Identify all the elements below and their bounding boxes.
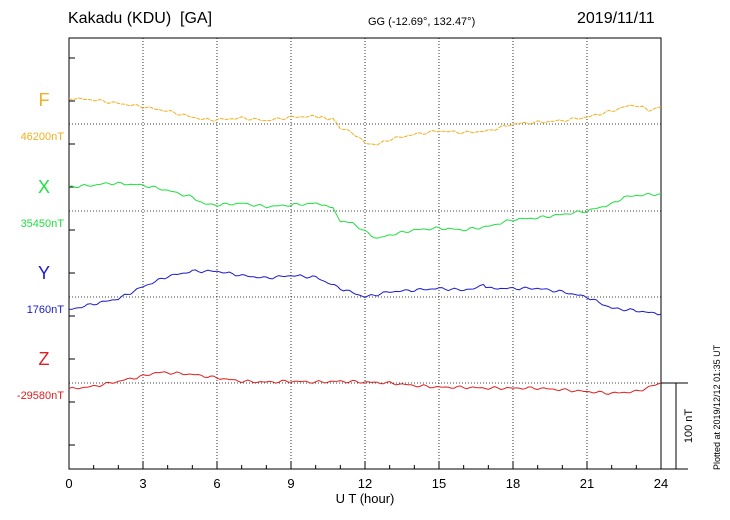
x-tick-label: 6 (213, 476, 220, 491)
x-tick-label: 9 (287, 476, 294, 491)
x-tick-label: 12 (358, 476, 372, 491)
x-tick-label: 3 (139, 476, 146, 491)
x-tick-label: 24 (654, 476, 668, 491)
series-name-label: X (38, 177, 50, 197)
x-tick-label: 15 (432, 476, 446, 491)
x-tick-label: 21 (580, 476, 594, 491)
baseline-value-label: -29580nT (17, 390, 64, 402)
series-name-label: F (39, 90, 50, 110)
baseline-value-label: 1760nT (27, 304, 65, 316)
series-line (68, 97, 662, 146)
x-tick-label: 0 (65, 476, 72, 491)
plotted-timestamp: Plotted at 2019/12/12 01:35 UT (712, 344, 722, 470)
series-name-label: Z (39, 349, 50, 369)
station-title: Kakadu (KDU) [GA] (68, 10, 213, 27)
series-line (68, 181, 662, 239)
x-axis-label: U T (hour) (336, 491, 395, 506)
series-name-label: Y (38, 263, 50, 283)
baseline-value-label: 35450nT (21, 218, 65, 230)
scale-bar-label: 100 nT (683, 409, 695, 444)
series-line (68, 269, 662, 316)
plot-date: 2019/11/11 (577, 10, 655, 27)
station-coordinates: GG (-12.69°, 132.47°) (368, 16, 476, 28)
x-tick-label: 18 (506, 476, 520, 491)
baseline-value-label: 46200nT (21, 131, 65, 143)
series-line (68, 371, 662, 395)
